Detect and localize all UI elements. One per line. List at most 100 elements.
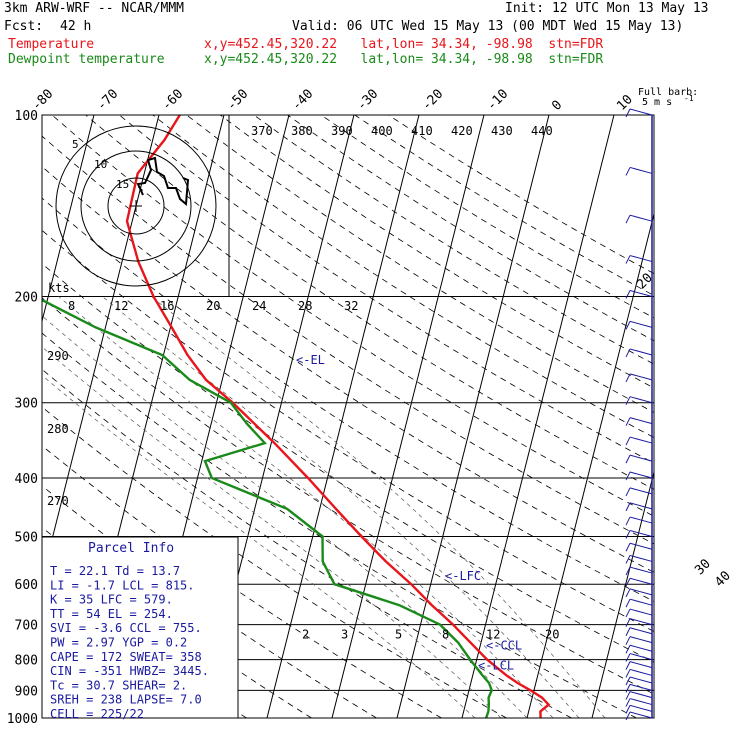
wind-barb (629, 436, 653, 444)
wind-barb (625, 321, 631, 330)
parcel-info-row: CIN = -351 HWBZ= 3445. (50, 664, 209, 678)
dry-adiabat (42, 297, 654, 695)
temperature-trace (125, 115, 551, 718)
hodograph-speed-label: 12 (114, 299, 128, 313)
pressure-tick-label: 1000 (7, 712, 38, 727)
isotherm-label: -10 (484, 87, 511, 114)
wind-barb (625, 530, 631, 539)
wind-barb (625, 214, 631, 224)
isotherm-line (657, 115, 740, 718)
parcel-info-row: K = 35 LFC = 579. (50, 593, 173, 607)
isotherm-line (591, 469, 654, 718)
wind-barb (625, 578, 631, 587)
wind-barb (625, 618, 631, 627)
wind-barb (629, 320, 653, 328)
mixing-ratio-label: 12 (486, 628, 500, 642)
hodograph-ring (107, 177, 165, 235)
mixing-ratio-label: 8 (442, 628, 449, 642)
wind-barb (629, 214, 653, 222)
wind-barb (629, 373, 653, 381)
hodograph-speed-label: 8 (68, 299, 75, 313)
dewpoint-location: x,y=452.45,320.22 lat,lon= 34.34, -98.98… (204, 52, 604, 67)
wind-barb (629, 608, 653, 616)
dry-adiabat (42, 332, 637, 718)
hodograph-ring-label: 15 (116, 178, 129, 191)
level-marker: <-LCL (478, 658, 514, 672)
wind-barb (625, 108, 631, 118)
moist-adiabat (42, 374, 476, 718)
wind-barb (629, 691, 653, 699)
dry-adiabat (42, 368, 572, 718)
theta-label: 380 (291, 124, 313, 138)
wind-barb (629, 698, 653, 706)
dry-adiabat (42, 229, 654, 632)
isotherm-line (331, 115, 485, 718)
wind-barb (625, 396, 631, 405)
wind-barb (629, 348, 653, 356)
hodograph-speed-label: 28 (298, 299, 312, 313)
wind-barb (629, 636, 653, 644)
wind-barb (625, 255, 631, 264)
wind-barb (625, 676, 631, 686)
isotherm-label: -70 (94, 87, 121, 114)
parcel-info-box (41, 536, 239, 719)
wind-barb (625, 167, 631, 176)
wind-barb (625, 653, 631, 662)
hodograph-ring-label: 10 (94, 158, 107, 171)
wind-barb (629, 577, 653, 585)
isotherm-line (396, 115, 550, 718)
wind-barb (625, 636, 631, 645)
wind-barb (629, 166, 653, 174)
hodograph-speed-label: 32 (344, 299, 358, 313)
parcel-info-row: SREH = 238 LAPSE= 7.0 (50, 693, 202, 707)
dry-adiabat (287, 115, 654, 342)
wind-barb (625, 645, 631, 654)
wind-barb (629, 487, 653, 495)
hodograph-ring-label: 5 (72, 138, 79, 151)
valid-time: Valid: 06 UTC Wed 15 May 13 (00 MDT Wed … (292, 19, 684, 34)
isotherm-label: 10 (614, 92, 636, 114)
moist-adiabat (102, 296, 580, 718)
barb-legend-exponent: -1 (684, 94, 694, 103)
theta-label: 390 (331, 124, 353, 138)
mixing-ratio-label: 5 (395, 628, 402, 642)
wind-barb (625, 684, 631, 693)
plot-frame (41, 114, 655, 719)
hodograph-unit-label: kts (48, 281, 70, 295)
theta-label: 430 (491, 124, 513, 138)
pressure-tick-label: 200 (15, 291, 38, 306)
wind-barb (625, 608, 631, 618)
parcel-info-title: Parcel Info (88, 541, 174, 556)
wind-barb (629, 471, 653, 479)
dry-adiabat (42, 406, 507, 718)
mixing-ratio-label: 2 (302, 628, 309, 642)
wind-barb (625, 454, 631, 464)
dry-adiabat (152, 115, 654, 438)
parcel-info-row: CELL = 225/22 (50, 707, 144, 721)
pressure-tick-label: 100 (15, 109, 38, 124)
dry-adiabat-label: 270 (47, 494, 69, 508)
wind-barb (629, 502, 653, 510)
wind-barb (629, 108, 653, 116)
theta-label: 410 (411, 124, 433, 138)
dry-adiabat (186, 115, 654, 413)
level-marker: <-LFC (445, 569, 481, 583)
wind-barb (625, 487, 631, 497)
isotherm-label: 0 (549, 98, 565, 114)
dry-adiabat-label: 290 (47, 349, 69, 363)
wind-barb (625, 669, 631, 678)
dry-adiabat (42, 166, 654, 573)
wind-barb (625, 698, 631, 707)
wind-barb (629, 704, 653, 712)
dry-adiabat (42, 485, 377, 718)
wind-barb (629, 618, 653, 626)
isotherm-label: 40 (712, 568, 734, 590)
forecast-hour: 42 h (60, 19, 92, 34)
wind-barb (625, 290, 631, 299)
pressure-tick-label: 700 (15, 619, 38, 634)
hodograph-ring (55, 125, 217, 287)
level-marker: <-EL (296, 353, 325, 367)
moist-adiabat (42, 315, 528, 718)
